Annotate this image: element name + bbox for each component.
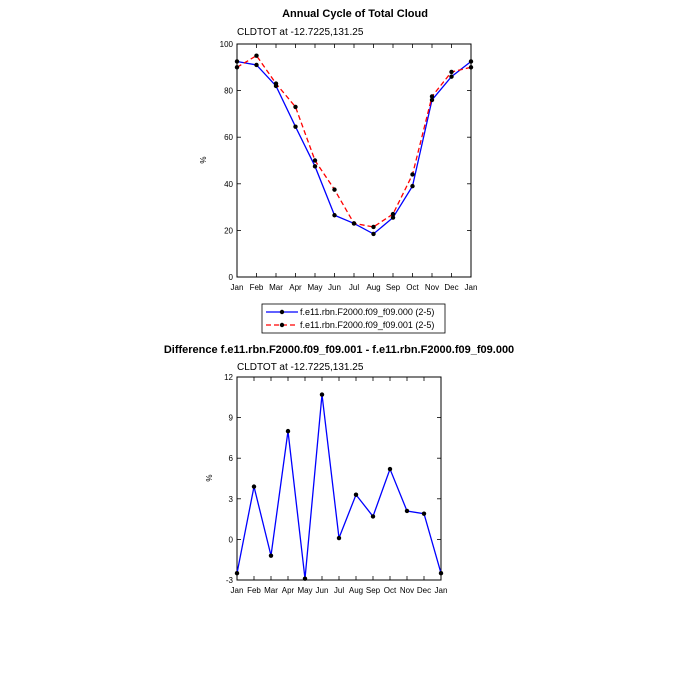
- chart1-ytick-label: 20: [224, 226, 233, 235]
- chart2-xtick-label: Sep: [366, 586, 381, 595]
- chart-difference: Difference f.e11.rbn.F2000.f09_f09.001 -…: [164, 344, 514, 595]
- chart2-xtick-label: Mar: [264, 586, 278, 595]
- chart1-xtick-label: Apr: [289, 283, 302, 292]
- chart1-xtick-label: May: [307, 283, 322, 292]
- chart2-series-1-point: [251, 484, 257, 489]
- chart1-xtick-label: Jun: [328, 283, 341, 292]
- chart2-title: Difference f.e11.rbn.F2000.f09_f09.001 -…: [164, 344, 514, 356]
- chart2-ytick-label: -3: [226, 576, 234, 585]
- chart1-series-2-point: [468, 65, 474, 70]
- chart1-series-2-point: [332, 187, 337, 192]
- chart1-series-2-point: [429, 94, 435, 99]
- chart2-series-1-point: [302, 576, 308, 581]
- chart1-ytick-label: 40: [224, 180, 233, 189]
- chart1-series-1-line: [236, 60, 472, 235]
- chart2-series-1-point: [285, 428, 291, 434]
- legend-box: [261, 303, 446, 334]
- chart1-ytick-label: 60: [224, 133, 233, 142]
- chart1-series-2-point: [351, 221, 357, 226]
- chart1-ytick-label: 80: [224, 87, 233, 96]
- chart2-x-ticks: Jan Feb Mar Apr May Jun Jul Aug Sep Oct Nov Dec Jan: [231, 377, 448, 595]
- chart1-series-1-point: [468, 59, 474, 64]
- chart2-series-1-point: [404, 508, 410, 514]
- chart2-ytick-label: 9: [229, 414, 234, 423]
- chart1-series-2-point: [371, 224, 376, 230]
- chart2-ytick-label: 6: [229, 454, 234, 463]
- chart2-series-1-point: [370, 514, 376, 519]
- chart2-ytick-label: 3: [229, 495, 234, 504]
- chart2-subtitle: CLDTOT at -12.7225,131.25: [237, 362, 364, 373]
- chart1-xtick-label: Dec: [444, 283, 458, 292]
- chart1-series-2-point: [312, 158, 318, 163]
- chart1-legend: f.e11.rbn.F2000.f09_f09.000 (2-5) f.e11.…: [261, 303, 446, 334]
- chart1-series-2-point: [254, 53, 259, 58]
- chart2-y-axis-label: %: [205, 474, 214, 481]
- chart2-ytick-label: 12: [224, 373, 233, 382]
- chart1-series-1-point: [390, 215, 396, 220]
- chart1-xtick-label: Sep: [386, 283, 401, 292]
- chart1-series-2-point: [449, 69, 454, 75]
- chart2-xtick-label: May: [297, 586, 312, 595]
- chart1-series-1-point: [312, 164, 318, 169]
- chart1-series-2-point: [234, 65, 240, 70]
- chart2-xtick-label: Aug: [349, 586, 363, 595]
- chart1-xtick-label: Jan: [231, 283, 244, 292]
- chart2-series-1-point: [234, 571, 240, 576]
- chart2-plot-frame: [236, 376, 442, 581]
- chart1-series-1-point: [254, 62, 259, 68]
- chart1-series-1-point: [332, 213, 337, 218]
- chart1-xtick-label: Jul: [349, 283, 359, 292]
- chart1-xtick-label: Nov: [425, 283, 439, 292]
- chart1-xtick-label: Mar: [269, 283, 283, 292]
- chart1-xtick-label: Oct: [406, 283, 419, 292]
- legend-label-series-2: f.e11.rbn.F2000.f09_f09.001 (2-5): [300, 320, 434, 330]
- chart1-series-1-point: [429, 97, 435, 103]
- chart1-series-1-point: [449, 74, 454, 79]
- chart1-series-1-point: [234, 59, 240, 64]
- chart1-y-axis-label: %: [199, 156, 208, 163]
- chart2-xtick-label: Jan: [435, 586, 448, 595]
- chart1-series-2-point: [273, 81, 279, 86]
- chart2-xtick-label: Apr: [282, 586, 295, 595]
- legend-label-series-1: f.e11.rbn.F2000.f09_f09.000 (2-5): [300, 307, 434, 317]
- chart1-series-1-point: [371, 231, 376, 237]
- chart2-xtick-label: Jun: [316, 586, 329, 595]
- chart2-series-1-line: [236, 394, 442, 579]
- chart2-series-1-point: [421, 511, 427, 516]
- chart1-y-ticks: 0 20 40 60 80 100: [220, 40, 471, 282]
- chart2-series-1-point: [319, 392, 325, 397]
- chart2-series-1-point: [387, 466, 393, 472]
- chart1-x-ticks: Jan Feb Mar Apr May Jun Jul Aug Sep Oct Nov Dec Jan: [231, 44, 478, 292]
- chart1-ytick-label: 0: [229, 273, 234, 282]
- legend-marker-series-2: [279, 322, 285, 328]
- chart1-xtick-label: Feb: [250, 283, 264, 292]
- chart1-title: Annual Cycle of Total Cloud: [282, 8, 428, 20]
- chart1-series-2-point: [293, 104, 298, 110]
- chart1-ytick-label: 100: [220, 40, 234, 49]
- chart2-xtick-label: Oct: [384, 586, 397, 595]
- chart1-series-1-point: [410, 183, 415, 189]
- chart1-series-2-point: [390, 211, 396, 217]
- chart1-xtick-label: Jan: [465, 283, 478, 292]
- chart2-xtick-label: Nov: [400, 586, 414, 595]
- chart-annual-cycle: Annual Cycle of Total Cloud CLDTOT at -1…: [199, 8, 477, 292]
- chart2-series: [234, 392, 444, 581]
- chart2-series-1-point: [353, 492, 359, 497]
- chart2-xtick-label: Jul: [334, 586, 344, 595]
- chart2-ytick-label: 0: [229, 535, 234, 544]
- chart1-xtick-label: Aug: [366, 283, 380, 292]
- chart2-xtick-label: Dec: [417, 586, 431, 595]
- chart1-series-1-point: [293, 124, 298, 129]
- chart2-series-1-point: [438, 571, 444, 576]
- chart1-series-2-point: [410, 172, 415, 177]
- chart1-series: [234, 53, 474, 237]
- chart2-y-ticks: -3 0 3 6 9 12: [224, 373, 441, 585]
- legend-marker-series-1: [279, 309, 285, 315]
- chart1-subtitle: CLDTOT at -12.7225,131.25: [237, 27, 364, 38]
- chart2-series-1-point: [268, 553, 274, 558]
- chart2-series-1-point: [336, 535, 342, 541]
- chart2-xtick-label: Jan: [231, 586, 244, 595]
- chart2-xtick-label: Feb: [247, 586, 261, 595]
